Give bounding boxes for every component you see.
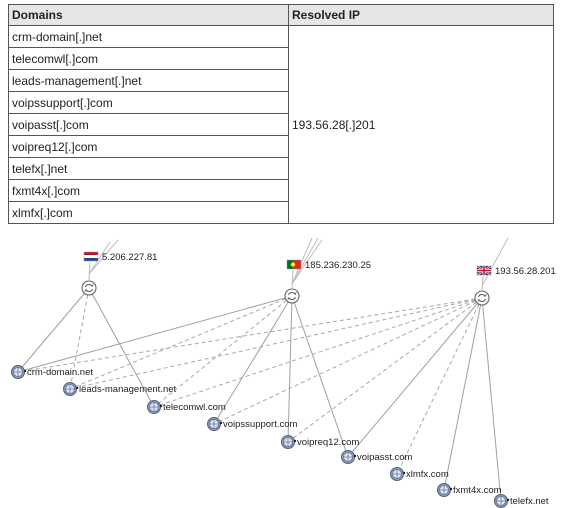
domain-cell: leads-management[.]net	[8, 69, 289, 92]
header-domains: Domains	[8, 4, 289, 26]
historical-edge	[213, 297, 483, 425]
historical-edge	[396, 297, 483, 475]
header-resolved-ip: Resolved IP	[288, 4, 554, 26]
domain-node-icon[interactable]	[341, 450, 357, 464]
table-row: xlmfx[.]com	[8, 201, 554, 224]
resolution-edge	[481, 297, 502, 502]
historical-edge	[69, 297, 483, 390]
domain-nodes: crm-domain.net leads-management.net teleco…	[11, 365, 549, 508]
domain-node-icon[interactable]	[63, 382, 79, 396]
netherlands-flag	[83, 251, 99, 262]
domain-label: telecomwl.com	[163, 402, 226, 413]
ip-node-icon[interactable]	[81, 280, 97, 296]
domain-cell: voipreq12[.]com	[8, 135, 289, 158]
incoming-edge	[291, 237, 319, 285]
historical-edge	[17, 297, 483, 373]
ip-node-icon[interactable]	[284, 288, 300, 304]
resolution-edge	[17, 287, 90, 373]
incoming-edge	[291, 237, 313, 285]
domain-label: voipasst.com	[357, 452, 413, 463]
resolution-edge	[287, 295, 293, 443]
portugal-flag	[286, 259, 302, 270]
domain-node-icon[interactable]	[494, 494, 510, 508]
resolution-edge	[347, 297, 483, 458]
resolution-edge	[213, 295, 293, 425]
infrastructure-graph: 5.206.227.81185.236.230.25193.56.28.201 …	[11, 237, 556, 508]
table-header-row: Domains Resolved IP	[8, 4, 554, 26]
ip-label: 185.236.230.25	[305, 260, 371, 271]
domain-cell: telecomwl[.]com	[8, 47, 289, 70]
ip-nodes: 5.206.227.81 185.236.230.25 193.56.28.201	[81, 251, 556, 306]
domain-node-icon[interactable]	[390, 467, 406, 481]
domain-label: voipreq12.com	[297, 437, 359, 448]
domains-table: Domains Resolved IP crm-domain[.]net 193…	[8, 4, 554, 224]
flag-connector	[481, 275, 484, 291]
graph-edges	[17, 237, 509, 502]
domain-cell: fxmt4x[.]com	[8, 179, 289, 202]
historical-edge	[153, 297, 483, 408]
table-row: crm-domain[.]net 193.56.28[.]201	[8, 25, 554, 224]
incoming-edge	[88, 239, 119, 275]
domain-node-icon[interactable]	[437, 483, 453, 497]
domain-node-icon[interactable]	[281, 435, 297, 449]
ip-label: 5.206.227.81	[102, 252, 157, 263]
domain-cell: voipasst[.]com	[8, 113, 289, 136]
flag-connector	[291, 269, 294, 289]
resolved-ip-cell: 193.56.28[.]201	[288, 25, 554, 224]
incoming-edge	[481, 237, 509, 287]
domain-cell: crm-domain[.]net	[8, 25, 289, 48]
ip-node-icon[interactable]	[474, 290, 490, 306]
domain-label: fxmt4x.com	[453, 485, 502, 496]
incoming-edge	[88, 241, 111, 275]
table-row: voipreq12[.]com	[8, 135, 554, 158]
historical-edge	[153, 295, 293, 408]
domain-label: telefx.net	[510, 496, 549, 507]
domain-cell: telefx[.]net	[8, 157, 289, 180]
domain-node-icon[interactable]	[11, 365, 27, 379]
resolution-edge	[88, 287, 155, 408]
resolution-edge	[17, 295, 293, 373]
incoming-edge	[291, 239, 323, 285]
domain-label: voipssupport.com	[223, 419, 298, 430]
domain-cell: xlmfx[.]com	[8, 201, 289, 224]
resolution-edge	[291, 295, 349, 458]
flag-connector	[88, 261, 91, 281]
uk-flag	[476, 265, 492, 276]
historical-edge	[69, 287, 90, 390]
resolution-edge	[443, 297, 483, 491]
domain-node-icon[interactable]	[207, 417, 223, 431]
historical-edge	[287, 297, 483, 443]
domain-label: leads-management.net	[79, 384, 177, 395]
domain-node-icon[interactable]	[147, 400, 163, 414]
domain-label: xlmfx.com	[406, 469, 449, 480]
ip-label: 193.56.28.201	[495, 266, 556, 277]
historical-edge	[69, 295, 293, 390]
domain-label: crm-domain.net	[27, 367, 93, 378]
domain-cell: voipssupport[.]com	[8, 91, 289, 114]
